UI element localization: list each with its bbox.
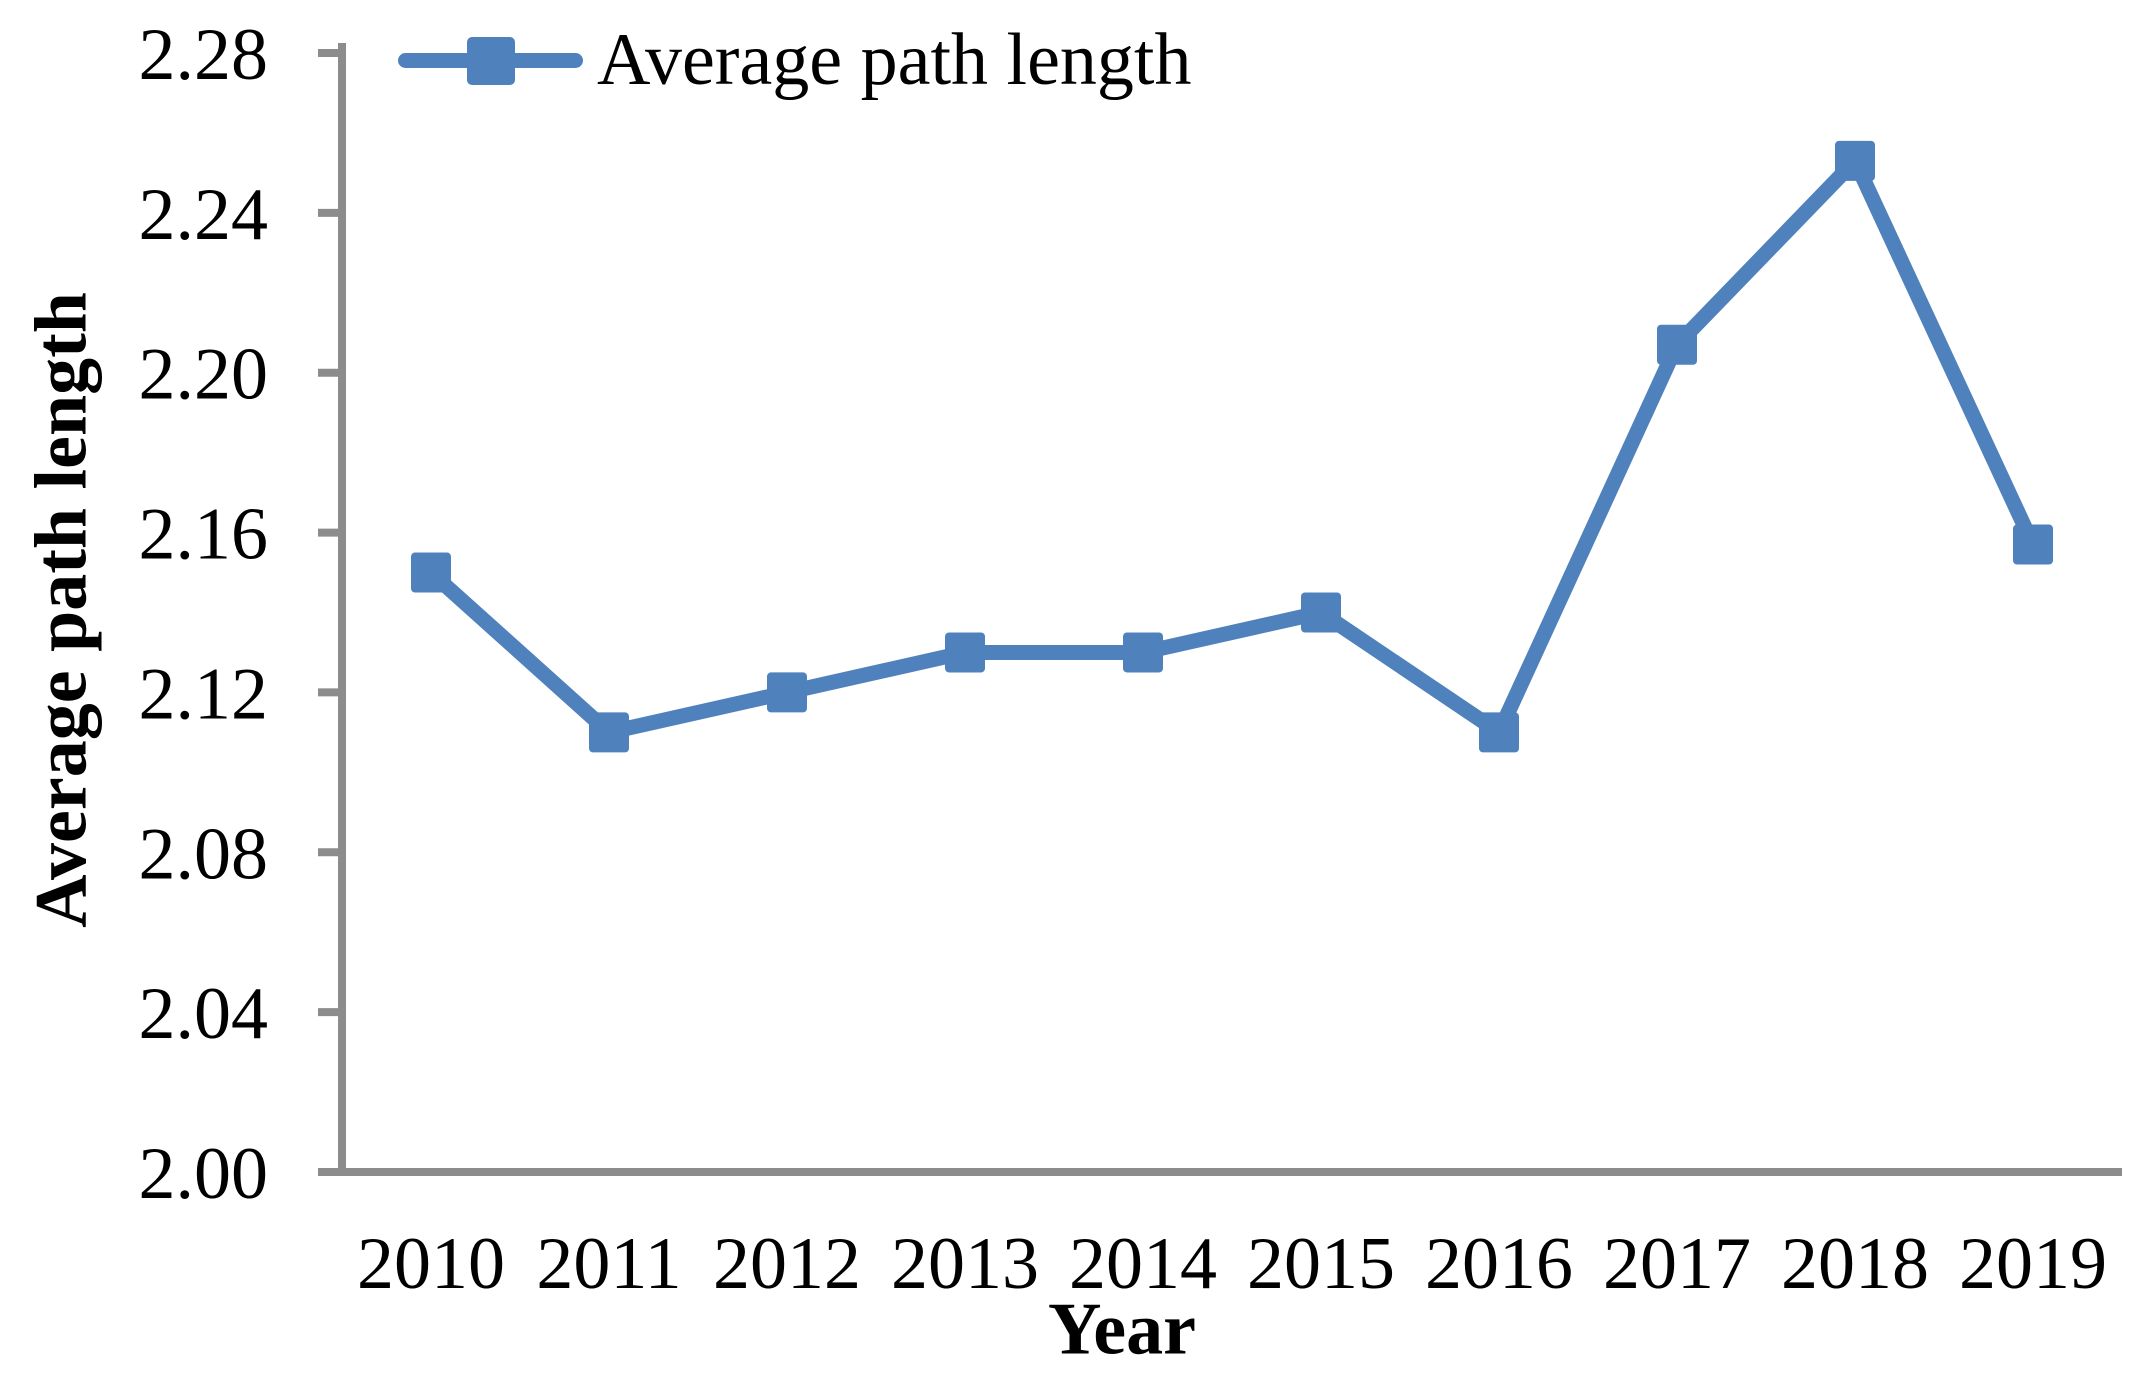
y-tick-label: 2.20	[139, 334, 269, 416]
data-point-marker	[1479, 712, 1519, 753]
legend-label: Average path length	[597, 19, 1192, 101]
data-point-marker	[2013, 524, 2053, 565]
x-tick-label: 2010	[357, 1223, 505, 1305]
y-tick-label: 2.24	[139, 174, 269, 256]
y-tick-label: 2.16	[139, 494, 269, 576]
data-point-marker	[1657, 324, 1697, 365]
x-tick-label: 2018	[1781, 1223, 1929, 1305]
legend-square-marker-icon	[466, 36, 515, 85]
data-point-marker	[767, 672, 807, 713]
x-tick-label: 2019	[1959, 1223, 2107, 1305]
y-tick-label: 2.12	[139, 653, 269, 735]
x-tick-label: 2011	[536, 1223, 681, 1305]
legend-line-sample	[398, 36, 583, 85]
y-tick-label: 2.04	[139, 973, 269, 1055]
y-tick-label: 2.28	[139, 14, 269, 96]
y-axis-title: Average path length	[20, 292, 103, 928]
x-tick-label: 2014	[1069, 1223, 1217, 1305]
x-tick-label: 2012	[713, 1223, 861, 1305]
data-point-marker	[589, 712, 629, 753]
data-point-marker	[1835, 140, 1875, 181]
data-point-marker	[1301, 592, 1341, 633]
x-tick-label: 2017	[1603, 1223, 1751, 1305]
data-point-marker	[1123, 632, 1163, 673]
x-tick-label: 2015	[1247, 1223, 1395, 1305]
x-tick-label: 2016	[1425, 1223, 1573, 1305]
y-tick-label: 2.08	[139, 813, 269, 895]
data-point-marker	[411, 552, 451, 593]
data-point-marker	[945, 632, 985, 673]
x-tick-label: 2013	[891, 1223, 1039, 1305]
legend: Average path length	[398, 18, 1192, 103]
series-line	[423, 153, 2041, 740]
x-axis-title: Year	[1048, 1288, 1196, 1371]
y-tick-label: 2.00	[139, 1133, 269, 1215]
